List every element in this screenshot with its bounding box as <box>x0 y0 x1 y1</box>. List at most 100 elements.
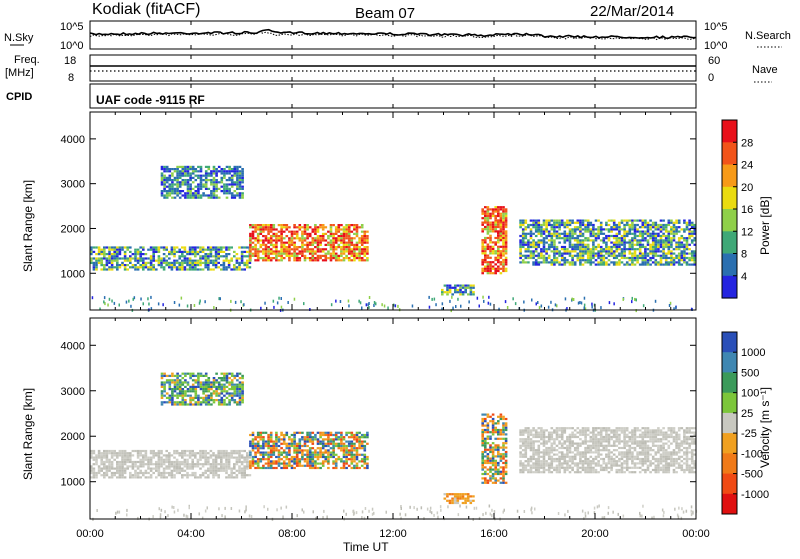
power-cell <box>270 239 273 241</box>
power-cell <box>210 268 213 270</box>
velocity-cell <box>108 452 111 454</box>
velocity-cell <box>192 379 195 381</box>
power-cell <box>647 264 650 266</box>
power-cell <box>686 239 689 241</box>
velocity-cell <box>525 438 528 440</box>
velocity-cell <box>207 457 210 459</box>
power-cell <box>306 235 309 237</box>
power-cell <box>116 246 119 248</box>
power-cell <box>98 262 101 264</box>
velocity-cell <box>139 461 142 463</box>
velocity-cell <box>137 454 140 456</box>
power-cell <box>309 250 312 252</box>
power-cell <box>233 264 236 266</box>
velocity-cell <box>502 422 505 424</box>
velocity-cell <box>116 468 119 470</box>
power-cell <box>678 231 681 233</box>
power-cell <box>668 248 671 250</box>
power-cell <box>343 226 346 228</box>
velocity-cell <box>194 465 197 467</box>
power-cell <box>197 268 200 270</box>
velocity-cell <box>169 399 172 401</box>
power-cell <box>205 183 208 185</box>
power-cell <box>592 255 595 257</box>
power-cell <box>345 248 348 250</box>
velocity-cell <box>161 401 164 403</box>
velocity-cell <box>202 399 205 401</box>
velocity-cell <box>577 454 580 456</box>
power-cell <box>621 242 624 244</box>
power-cell <box>187 197 190 199</box>
velocity-cell <box>111 465 114 467</box>
power-cell <box>538 222 541 224</box>
power-cell <box>181 253 184 255</box>
power-cell <box>678 226 681 228</box>
velocity-cell <box>158 454 161 456</box>
velocity-cell <box>210 470 213 472</box>
power-cell <box>100 249 103 251</box>
velocity-cell <box>497 471 500 473</box>
velocity-cell <box>543 469 546 471</box>
power-cell <box>600 239 603 241</box>
velocity-cell <box>582 465 585 467</box>
power-cell <box>649 253 652 255</box>
power-cell <box>312 253 315 255</box>
power-cell <box>532 261 535 263</box>
power-cell <box>257 242 260 244</box>
velocity-cell <box>335 432 338 434</box>
power-cell <box>260 233 263 235</box>
velocity-cell <box>160 450 163 452</box>
velocity-cell <box>299 447 302 449</box>
power-cell <box>678 242 681 244</box>
velocity-cell <box>195 401 198 403</box>
power-cell <box>260 257 263 259</box>
power-cell <box>505 211 508 213</box>
velocity-cell <box>299 465 302 467</box>
power-cell <box>186 257 189 259</box>
power-cell <box>98 249 101 251</box>
power-cell <box>356 248 359 250</box>
power-cell <box>489 213 492 215</box>
power-cell <box>587 239 590 241</box>
velocity-cell <box>165 476 168 478</box>
velocity-cell <box>304 443 307 445</box>
velocity-cell <box>356 447 359 449</box>
velocity-cell <box>163 470 166 472</box>
power-cell <box>522 259 525 261</box>
power-cell <box>205 186 208 188</box>
velocity-cell <box>348 445 351 447</box>
power-cell <box>319 244 322 246</box>
velocity-cell <box>212 470 215 472</box>
velocity-cell <box>199 468 202 470</box>
velocity-cell <box>579 456 582 458</box>
velocity-cell <box>169 397 172 399</box>
power-cell <box>584 239 587 241</box>
power-cell <box>662 242 665 244</box>
power-cell <box>225 268 228 270</box>
velocity-cell <box>314 465 317 467</box>
power-cell <box>678 220 681 222</box>
power-cell <box>343 242 346 244</box>
power-cell <box>592 244 595 246</box>
power-cell <box>431 298 433 301</box>
velocity-cell <box>186 474 189 476</box>
power-cell <box>113 257 116 259</box>
power-cell <box>330 259 333 261</box>
power-cell <box>293 226 296 228</box>
power-cell <box>322 250 325 252</box>
power-cell <box>210 251 213 253</box>
power-cell <box>603 261 606 263</box>
power-cell <box>356 257 359 259</box>
velocity-cell <box>161 397 164 399</box>
power-cell <box>564 259 567 261</box>
power-cell <box>233 266 236 268</box>
power-cell <box>304 250 307 252</box>
velocity-cell <box>356 452 359 454</box>
velocity-cell <box>489 469 492 471</box>
power-cell <box>600 222 603 224</box>
power-cell <box>691 235 694 237</box>
velocity-cell <box>569 447 572 449</box>
power-cell <box>204 257 207 259</box>
velocity-cell <box>579 434 582 436</box>
velocity-cell <box>571 432 574 434</box>
